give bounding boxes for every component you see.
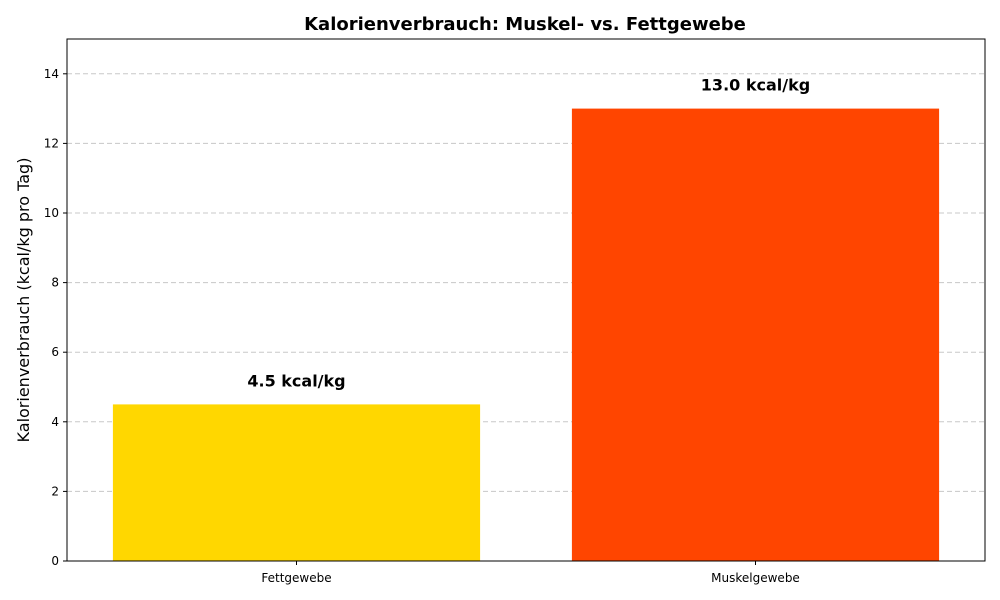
data-label-fettgewebe: 4.5 kcal/kg xyxy=(247,371,345,390)
plot-frame xyxy=(66,38,986,562)
y-tick-label-12: 12 xyxy=(44,136,59,150)
x-axis-ticks: Fettgewebe Muskelgewebe xyxy=(261,561,800,585)
data-label-muskelgewebe: 13.0 kcal/kg xyxy=(701,76,810,95)
bar-muskelgewebe xyxy=(571,108,940,561)
chart-title: Kalorienverbrauch: Muskel- vs. Fettgeweb… xyxy=(304,14,746,35)
y-tick-label-6: 6 xyxy=(51,345,59,359)
y-tick-label-8: 8 xyxy=(51,276,59,290)
y-tick-label-14: 14 xyxy=(44,67,59,81)
y-axis-ticks: 0 2 4 6 8 10 12 14 xyxy=(44,67,67,568)
y-axis-label: Kalorienverbrauch (kcal/kg pro Tag) xyxy=(14,158,33,443)
x-tick-label-fettgewebe: Fettgewebe xyxy=(261,571,331,585)
data-labels: 4.5 kcal/kg 13.0 kcal/kg xyxy=(247,76,810,391)
y-tick-label-2: 2 xyxy=(51,484,59,498)
bar-fettgewebe xyxy=(112,404,481,561)
y-tick-label-4: 4 xyxy=(51,415,59,429)
y-tick-label-10: 10 xyxy=(44,206,59,220)
y-tick-label-0: 0 xyxy=(51,554,59,568)
x-tick-label-muskelgewebe: Muskelgewebe xyxy=(711,571,800,585)
bars xyxy=(112,108,940,561)
